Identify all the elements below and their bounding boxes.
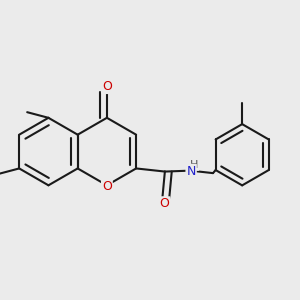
Text: H: H [190,160,198,170]
Text: O: O [160,197,170,210]
Text: O: O [102,80,112,93]
Text: O: O [102,180,112,193]
Text: N: N [186,165,196,178]
